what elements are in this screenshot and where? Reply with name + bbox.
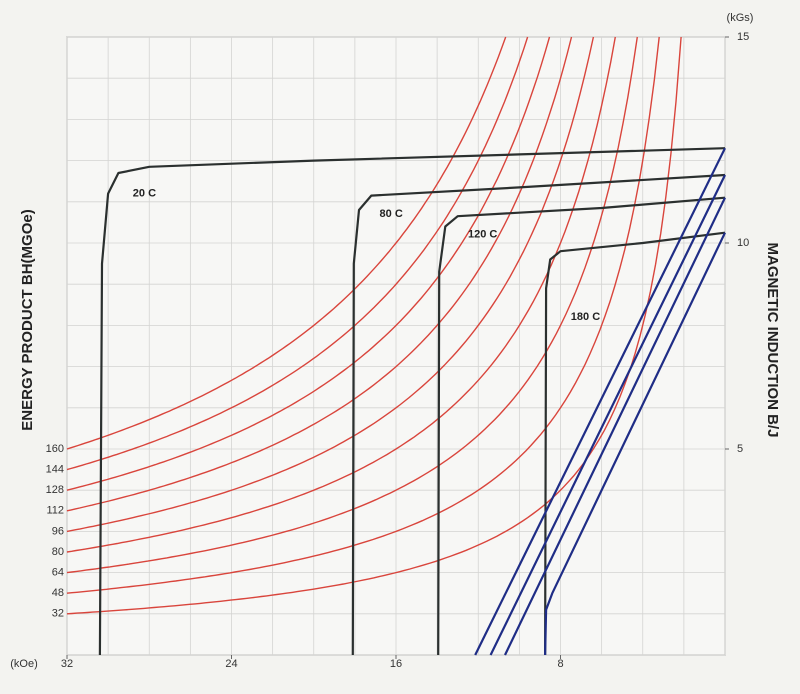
bh-label: 96 [52,525,64,537]
series-line [489,174,726,656]
x-tick-label: 16 [390,658,402,670]
bh-curve [66,36,551,491]
series-line [504,197,726,656]
bh-label: 128 [46,484,64,496]
bh-curve [66,36,573,512]
bh-label: 80 [52,546,64,558]
bh-label: 48 [52,587,64,599]
series-line [351,173,726,656]
bh-label: 32 [52,608,64,620]
curve-label: 120 C [468,229,497,241]
bh-label: 112 [46,505,64,517]
x-axis-title: (kOe) [10,658,38,670]
y2-unit: (kGs) [727,12,754,24]
y-axis-title: ENERGY PRODUCT BH(MGOe) [19,209,36,430]
curve-label: 180 C [571,311,600,323]
bh-label: 64 [52,567,64,579]
x-tick-label: 32 [61,658,73,670]
y2-tick-label: 5 [737,443,743,455]
bh-curve [66,36,616,553]
series-line [437,196,726,656]
bh-label: 144 [46,464,64,476]
curve-label: 80 C [380,208,403,220]
bh-curve [66,36,660,594]
y2-tick-label: 10 [737,237,749,249]
series-line [98,147,726,656]
bh-curve [66,36,682,615]
series-line [544,231,726,656]
bh-curve [66,36,595,533]
bh-curve [66,36,529,471]
series-line [544,232,726,656]
curve-label: 20 C [133,187,156,199]
series-line [474,147,726,656]
y2-axis-title: MAGNETIC INDUCTION B/J [764,243,781,438]
x-tick-label: 24 [225,658,237,670]
bh-label: 160 [46,443,64,455]
x-tick-label: 8 [557,658,563,670]
y2-tick-label: 15 [737,31,749,43]
